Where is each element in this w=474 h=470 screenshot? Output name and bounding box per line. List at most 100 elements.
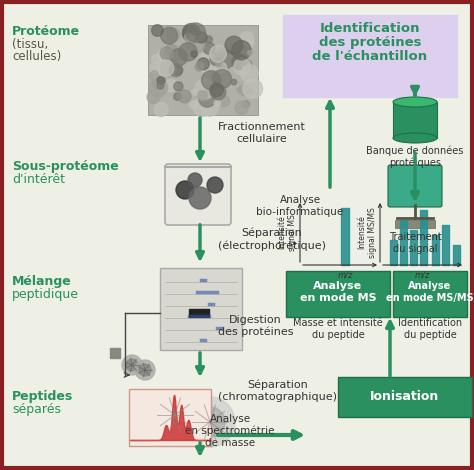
Circle shape	[199, 90, 216, 107]
Circle shape	[210, 46, 227, 62]
Text: Ionisation: Ionisation	[370, 391, 439, 404]
Circle shape	[149, 71, 160, 81]
Circle shape	[173, 93, 181, 100]
Circle shape	[189, 187, 211, 209]
Circle shape	[235, 101, 248, 114]
Circle shape	[210, 54, 214, 58]
Circle shape	[195, 63, 204, 71]
Text: Traitement
du signal: Traitement du signal	[389, 232, 441, 254]
Circle shape	[161, 27, 178, 44]
Text: Analyse
bio-informatique: Analyse bio-informatique	[256, 195, 344, 217]
Circle shape	[182, 26, 198, 42]
Circle shape	[150, 63, 161, 73]
Circle shape	[232, 40, 251, 60]
Circle shape	[203, 42, 215, 54]
Circle shape	[165, 79, 178, 92]
Circle shape	[211, 94, 216, 99]
Circle shape	[152, 25, 163, 36]
Circle shape	[182, 24, 200, 41]
Circle shape	[179, 43, 197, 61]
Text: Analyse
en spectrométrie
de masse: Analyse en spectrométrie de masse	[185, 414, 275, 448]
Circle shape	[207, 177, 223, 193]
Circle shape	[210, 83, 223, 97]
Circle shape	[217, 50, 235, 68]
FancyBboxPatch shape	[338, 377, 472, 417]
Circle shape	[160, 400, 190, 430]
Text: Analyse
en mode MS: Analyse en mode MS	[300, 281, 376, 303]
FancyBboxPatch shape	[388, 165, 442, 207]
FancyBboxPatch shape	[283, 15, 457, 97]
FancyBboxPatch shape	[286, 271, 390, 317]
Circle shape	[242, 60, 252, 70]
Circle shape	[197, 58, 209, 70]
Circle shape	[187, 36, 205, 54]
Circle shape	[153, 79, 163, 89]
Text: m/z: m/z	[415, 270, 430, 279]
Circle shape	[191, 51, 197, 57]
Circle shape	[157, 77, 165, 84]
FancyBboxPatch shape	[148, 25, 258, 115]
Circle shape	[197, 53, 217, 73]
Circle shape	[157, 78, 164, 84]
FancyBboxPatch shape	[165, 164, 231, 225]
Circle shape	[242, 101, 250, 108]
Circle shape	[126, 359, 138, 371]
Text: Intensité
signal MS: Intensité signal MS	[278, 214, 297, 251]
Circle shape	[205, 36, 212, 43]
Text: des protéines: des protéines	[319, 36, 421, 49]
Text: Digestion
des protéines: Digestion des protéines	[218, 315, 293, 337]
FancyBboxPatch shape	[395, 220, 435, 228]
Circle shape	[240, 31, 254, 45]
Circle shape	[185, 397, 235, 447]
Circle shape	[247, 50, 252, 55]
Circle shape	[170, 49, 187, 66]
Circle shape	[160, 70, 167, 77]
Circle shape	[210, 84, 226, 100]
Circle shape	[213, 81, 218, 86]
Circle shape	[198, 91, 207, 101]
Text: m/z: m/z	[337, 270, 353, 279]
Circle shape	[219, 95, 229, 107]
Circle shape	[122, 355, 142, 375]
Circle shape	[243, 79, 263, 99]
Circle shape	[188, 173, 202, 187]
Circle shape	[157, 82, 164, 89]
FancyBboxPatch shape	[393, 102, 437, 138]
Circle shape	[201, 70, 220, 90]
Circle shape	[166, 28, 180, 41]
Circle shape	[196, 32, 207, 43]
Text: Identification: Identification	[320, 22, 420, 35]
Circle shape	[186, 23, 206, 42]
Text: Masse et intensité
du peptide: Masse et intensité du peptide	[293, 318, 383, 340]
Circle shape	[161, 62, 176, 77]
Circle shape	[149, 78, 167, 97]
Circle shape	[232, 54, 247, 70]
Circle shape	[166, 44, 177, 55]
Circle shape	[169, 63, 182, 77]
Circle shape	[241, 65, 258, 82]
Circle shape	[154, 102, 168, 117]
Circle shape	[234, 58, 251, 75]
Ellipse shape	[393, 97, 437, 107]
Circle shape	[147, 91, 160, 103]
Circle shape	[195, 407, 225, 437]
Circle shape	[216, 62, 227, 73]
Circle shape	[246, 39, 254, 47]
Circle shape	[185, 25, 197, 37]
Text: (tissu,: (tissu,	[12, 38, 48, 51]
Circle shape	[210, 71, 216, 77]
Circle shape	[214, 100, 220, 107]
Circle shape	[135, 360, 155, 380]
Circle shape	[189, 101, 197, 109]
Circle shape	[247, 89, 253, 94]
Circle shape	[157, 60, 174, 77]
Text: Séparation
(électrophorétique): Séparation (électrophorétique)	[218, 228, 326, 251]
Text: Banque de données
protéiques: Banque de données protéiques	[366, 145, 464, 168]
Text: peptidique: peptidique	[12, 288, 79, 301]
Circle shape	[174, 82, 183, 91]
Text: Intensité
signal MS/MS: Intensité signal MS/MS	[357, 207, 377, 258]
Circle shape	[192, 89, 198, 95]
Text: Peptides: Peptides	[12, 390, 73, 403]
Circle shape	[213, 70, 232, 88]
Text: de l'échantillon: de l'échantillon	[312, 50, 428, 63]
